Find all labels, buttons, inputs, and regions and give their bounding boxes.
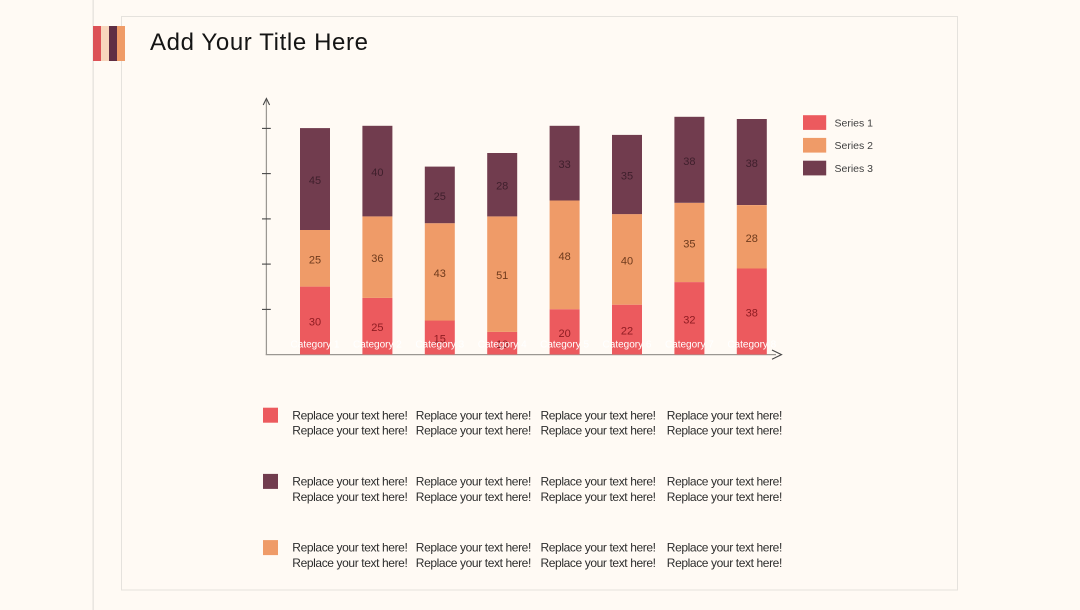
svg-text:28: 28 bbox=[746, 233, 758, 245]
svg-text:35: 35 bbox=[683, 238, 695, 250]
svg-text:22: 22 bbox=[621, 326, 633, 338]
svg-text:51: 51 bbox=[496, 270, 508, 282]
svg-text:Replace your text here!Replace: Replace your text here! Replace your text… bbox=[292, 408, 782, 422]
svg-text:25: 25 bbox=[309, 254, 321, 266]
svg-text:Replace your text here!Replace: Replace your text here! Replace your text… bbox=[292, 424, 782, 438]
svg-text:25: 25 bbox=[371, 322, 383, 334]
svg-text:Category 7: Category 7 bbox=[665, 340, 714, 351]
svg-text:Replace your text here!Replace: Replace your text here! Replace your text… bbox=[292, 475, 782, 489]
svg-text:15: 15 bbox=[434, 334, 446, 346]
svg-text:45: 45 bbox=[309, 175, 321, 187]
svg-text:30: 30 bbox=[309, 317, 321, 329]
svg-text:48: 48 bbox=[558, 251, 570, 263]
svg-text:Category 2: Category 2 bbox=[353, 340, 402, 351]
svg-text:Add Your Title Here: Add Your Title Here bbox=[150, 29, 368, 56]
svg-text:32: 32 bbox=[683, 314, 695, 326]
svg-text:Replace your text here!Replace: Replace your text here! Replace your text… bbox=[292, 490, 782, 504]
svg-text:36: 36 bbox=[371, 253, 383, 265]
svg-text:25: 25 bbox=[434, 191, 446, 203]
svg-text:Replace your text here!Replace: Replace your text here! Replace your text… bbox=[292, 556, 782, 570]
svg-text:40: 40 bbox=[371, 167, 383, 179]
svg-text:40: 40 bbox=[621, 255, 633, 267]
svg-text:43: 43 bbox=[434, 268, 446, 280]
svg-text:Category 1: Category 1 bbox=[291, 340, 340, 351]
svg-text:Series 3: Series 3 bbox=[835, 163, 874, 175]
svg-text:Category 5: Category 5 bbox=[540, 340, 589, 351]
svg-text:38: 38 bbox=[746, 158, 758, 170]
svg-text:38: 38 bbox=[746, 308, 758, 320]
svg-text:33: 33 bbox=[558, 159, 570, 171]
svg-text:Category 3: Category 3 bbox=[415, 340, 464, 351]
svg-text:Category 4: Category 4 bbox=[478, 340, 527, 351]
svg-text:10: 10 bbox=[496, 339, 508, 351]
svg-text:35: 35 bbox=[621, 171, 633, 183]
svg-text:20: 20 bbox=[558, 328, 570, 340]
svg-text:Series 2: Series 2 bbox=[835, 140, 874, 152]
svg-text:Category 8: Category 8 bbox=[727, 340, 776, 351]
svg-text:Category 6: Category 6 bbox=[603, 340, 652, 351]
svg-text:38: 38 bbox=[683, 156, 695, 168]
svg-text:28: 28 bbox=[496, 181, 508, 193]
svg-text:Series 1: Series 1 bbox=[835, 118, 874, 130]
svg-text:Replace your text here!Replace: Replace your text here! Replace your text… bbox=[292, 541, 782, 555]
